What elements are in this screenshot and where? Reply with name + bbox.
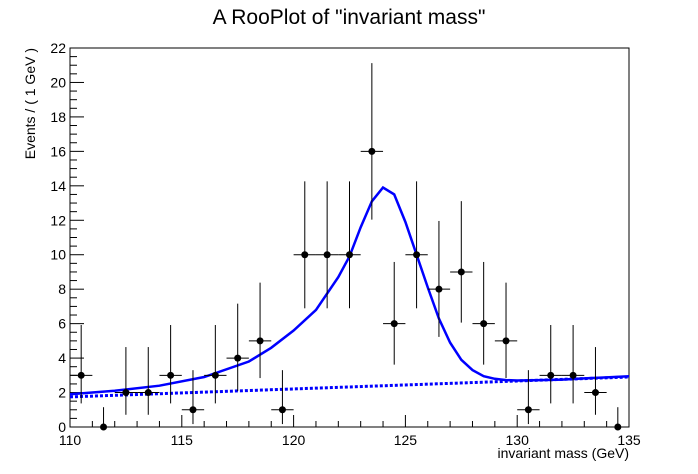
y-tick-label: 18 — [50, 109, 66, 125]
x-tick-label: 125 — [394, 432, 418, 448]
point-marker — [234, 354, 242, 362]
background-fit-curve — [69, 375, 630, 399]
y-tick-label: 12 — [50, 212, 66, 228]
data-point — [315, 181, 339, 309]
data-point — [226, 303, 249, 391]
point-marker — [480, 320, 488, 328]
point-marker — [524, 406, 532, 414]
data-point — [248, 282, 272, 379]
point-marker — [569, 371, 577, 379]
point-marker — [100, 423, 108, 431]
y-tick-label: 16 — [50, 143, 66, 159]
data-point — [383, 261, 406, 365]
y-tick-label: 20 — [50, 74, 66, 90]
y-axis: 0 2 4 6 8 10 12 14 16 18 20 22 — [50, 40, 84, 435]
y-axis-label: Events / ( 1 GeV ) — [22, 48, 38, 159]
point-marker — [301, 251, 309, 259]
data-points — [70, 63, 629, 431]
point-marker — [77, 371, 85, 379]
y-tick-label: 6 — [58, 316, 66, 332]
y-tick-label: 22 — [50, 40, 66, 56]
x-tick-label: 120 — [282, 432, 306, 448]
data-point — [517, 370, 540, 425]
data-point — [405, 181, 428, 309]
data-point — [360, 63, 384, 220]
y-tick-label: 10 — [50, 247, 66, 263]
data-point — [427, 220, 451, 337]
x-axis-label: invariant mass (GeV) — [498, 445, 629, 461]
point-marker — [346, 251, 353, 259]
fit-curves — [69, 185, 630, 399]
data-point — [271, 370, 294, 425]
point-marker — [278, 406, 286, 414]
point-marker — [457, 268, 465, 276]
data-point — [494, 282, 518, 379]
y-tick-label: 4 — [58, 350, 66, 366]
point-marker — [189, 406, 197, 414]
chart-title: A RooPlot of "invariant mass" — [213, 6, 486, 29]
point-marker — [323, 251, 331, 259]
data-point — [204, 325, 227, 404]
data-point — [472, 261, 495, 365]
data-point — [181, 370, 205, 425]
data-point — [561, 325, 585, 404]
point-marker — [547, 371, 555, 379]
data-point — [293, 181, 316, 309]
data-point — [114, 347, 138, 415]
point-marker — [211, 371, 219, 379]
point-marker — [256, 337, 264, 345]
data-point — [539, 325, 562, 404]
data-point — [159, 325, 182, 404]
point-marker — [614, 423, 622, 431]
x-tick-label: 130 — [506, 432, 530, 448]
data-point — [70, 325, 93, 404]
point-marker — [368, 147, 376, 155]
x-tick-label: 135 — [617, 432, 641, 448]
point-marker — [591, 389, 599, 397]
point-marker — [167, 371, 175, 379]
point-marker — [122, 389, 130, 397]
point-marker — [435, 285, 443, 293]
data-point — [137, 347, 160, 415]
point-marker — [413, 251, 421, 259]
x-tick-label: 115 — [171, 432, 194, 448]
data-point — [338, 181, 361, 309]
y-tick-label: 14 — [50, 178, 66, 194]
x-axis: 110 115 120 125 130 135 — [59, 415, 641, 448]
y-tick-label: 0 — [58, 419, 66, 435]
data-point — [92, 407, 115, 431]
data-point — [450, 201, 473, 323]
point-marker — [502, 337, 510, 345]
x-tick-label: 110 — [59, 432, 82, 448]
data-point — [606, 407, 629, 431]
y-tick-label: 8 — [58, 281, 66, 297]
data-point — [584, 347, 607, 415]
point-marker — [390, 320, 398, 328]
point-marker — [144, 389, 152, 397]
y-tick-label: 2 — [58, 385, 66, 401]
